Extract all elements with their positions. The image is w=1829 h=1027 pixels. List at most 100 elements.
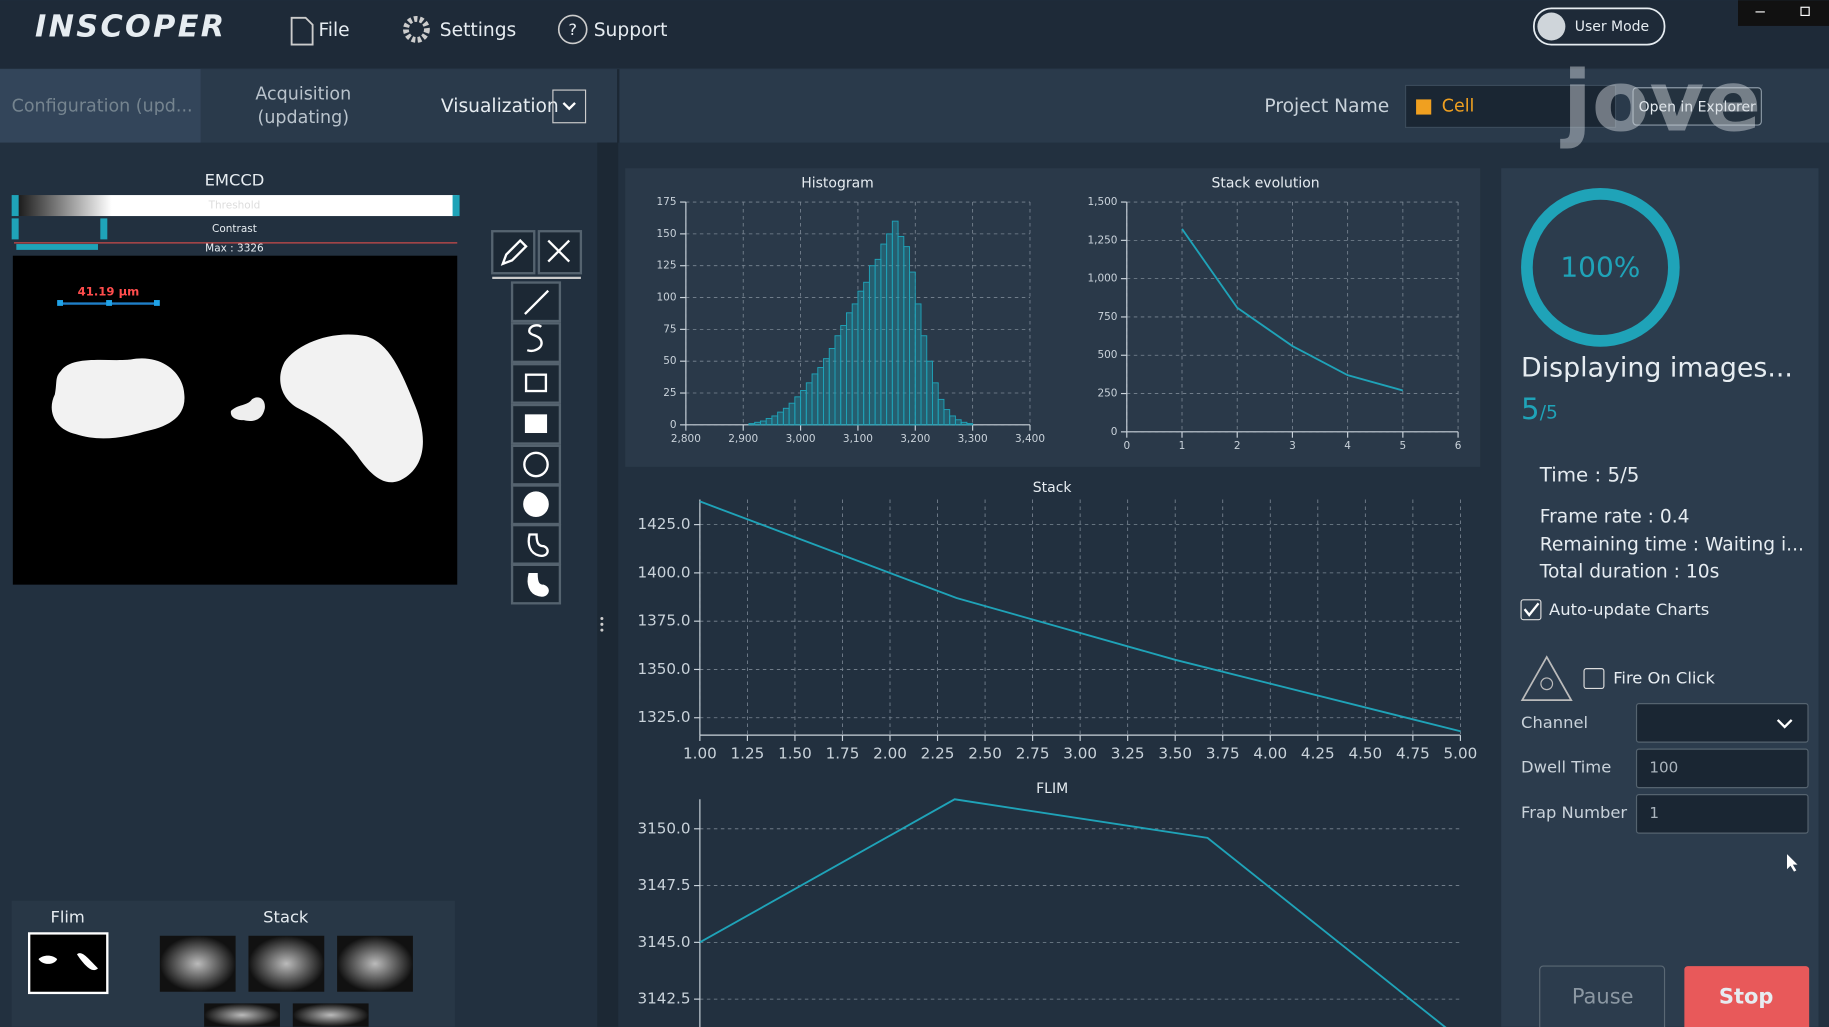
histogram-bar [805, 382, 813, 426]
dwell-input[interactable] [1635, 748, 1809, 789]
splitter-dot [600, 616, 604, 620]
thumbnail[interactable] [292, 1003, 369, 1027]
window-controls [1738, 0, 1829, 26]
y-tick-label: 75 [663, 323, 676, 335]
tool-button[interactable] [510, 523, 562, 565]
project-input[interactable] [1404, 84, 1617, 128]
histogram-bar [823, 358, 830, 426]
measure-handle[interactable] [57, 300, 63, 306]
checkbox[interactable] [1583, 668, 1605, 690]
open-explorer-label: Open in Explorer [1639, 100, 1756, 116]
measure-handle[interactable] [106, 300, 112, 306]
y-tick-label: 0 [670, 419, 677, 431]
threshold-slider[interactable] [13, 195, 458, 217]
cell-blob [51, 358, 185, 439]
tab[interactable]: Acquisition [255, 85, 351, 105]
menu-item[interactable]: Settings [440, 20, 517, 41]
menu-item[interactable]: File [318, 20, 349, 41]
y-tick-label: 250 [1097, 388, 1117, 400]
pause-label: Pause [1572, 985, 1634, 1009]
histogram-bar [903, 246, 911, 426]
max-label: Max : 3326 [205, 243, 264, 255]
tab[interactable]: Visualization [441, 96, 559, 117]
restore-button[interactable] [1800, 6, 1810, 17]
toolbar [491, 230, 583, 605]
thumbnail[interactable] [337, 935, 413, 992]
histogram-bar [897, 235, 905, 426]
chart-title: Stack [1033, 480, 1073, 496]
y-tick-label: 1350.0 [637, 660, 690, 678]
cell-blob [280, 334, 423, 483]
dropdown-button[interactable] [552, 89, 587, 124]
splitter[interactable] [597, 142, 619, 1027]
checkbox[interactable] [1520, 599, 1542, 621]
measure-label: 41.19 µm [78, 284, 140, 298]
threshold-label: Threshold [208, 200, 261, 212]
data-line [699, 500, 1461, 733]
tool-button[interactable] [510, 322, 562, 364]
pause-button[interactable] [1539, 965, 1666, 1027]
top-bar [0, 0, 1829, 68]
progress-ring [1521, 188, 1680, 347]
x-tick-label: 1.25 [731, 744, 765, 762]
channel-select[interactable] [1635, 703, 1809, 743]
thumbnail[interactable] [27, 932, 109, 995]
x-tick-label: 2.50 [968, 744, 1002, 762]
histogram-bar [782, 407, 790, 426]
x-tick-label: 1.50 [778, 744, 812, 762]
splitter-dot [600, 628, 604, 632]
tool-button[interactable] [510, 363, 562, 404]
stop-button[interactable] [1684, 966, 1810, 1027]
user-mode-toggle[interactable] [1533, 7, 1666, 46]
x-tick-label: 5 [1400, 440, 1407, 452]
watermark: jove [1560, 53, 1761, 151]
thumbnail[interactable] [159, 935, 236, 992]
project-label: Project Name [1264, 96, 1389, 117]
slider-handle[interactable] [11, 195, 19, 217]
chart-panel [625, 168, 1481, 467]
tool-button[interactable] [491, 230, 536, 275]
frap-input[interactable] [1635, 794, 1809, 834]
histogram-bar [759, 420, 767, 426]
slider-handle[interactable] [11, 218, 19, 240]
x-tick-label: 3,400 [1015, 433, 1045, 445]
histogram-bar [857, 290, 865, 426]
y-tick-label: 1375.0 [637, 612, 690, 630]
histogram-bar [886, 233, 893, 426]
menu-item[interactable]: Support [594, 20, 668, 41]
chart-title: Stack evolution [1212, 175, 1320, 191]
slider-handle[interactable] [452, 195, 460, 217]
histogram-bar [748, 423, 756, 426]
thumbnail-group-label: Flim [50, 908, 84, 927]
camera-title: EMCCD [205, 171, 265, 190]
y-tick-label: 3147.5 [637, 876, 690, 894]
cell-blob [230, 397, 265, 421]
frame-count: 5 [1521, 392, 1540, 426]
tool-button[interactable] [510, 444, 562, 486]
settings-icon [403, 16, 430, 43]
thumbnail[interactable] [204, 1003, 280, 1027]
measure-handle[interactable] [153, 300, 160, 306]
histogram-bar [834, 335, 842, 426]
scissors-icon [547, 239, 571, 263]
remaining-time: Remaining time : Waiting i... [1540, 534, 1804, 555]
tab[interactable]: Configuration (upd... [12, 96, 193, 116]
slider-handle[interactable] [100, 218, 108, 240]
data-line [1181, 228, 1404, 392]
tab[interactable]: (updating) [258, 108, 350, 128]
user-mode-label: User Mode [1575, 19, 1649, 35]
histogram-bar [926, 360, 933, 426]
histogram-bar [765, 418, 773, 426]
tool-button[interactable] [537, 230, 583, 275]
x-tick-label: 1.75 [826, 744, 860, 762]
x-tick-label: 4 [1344, 440, 1351, 452]
histogram-bar [909, 271, 916, 426]
checkmark [1523, 602, 1540, 617]
x-tick-label: 4.00 [1253, 744, 1287, 762]
thumbnail[interactable] [248, 935, 325, 992]
open-explorer-button[interactable] [1632, 87, 1762, 126]
histogram-bar [828, 347, 836, 426]
y-tick-label: 1,500 [1087, 196, 1117, 208]
y-tick-label: 175 [657, 196, 677, 208]
histogram-bar [800, 390, 807, 426]
